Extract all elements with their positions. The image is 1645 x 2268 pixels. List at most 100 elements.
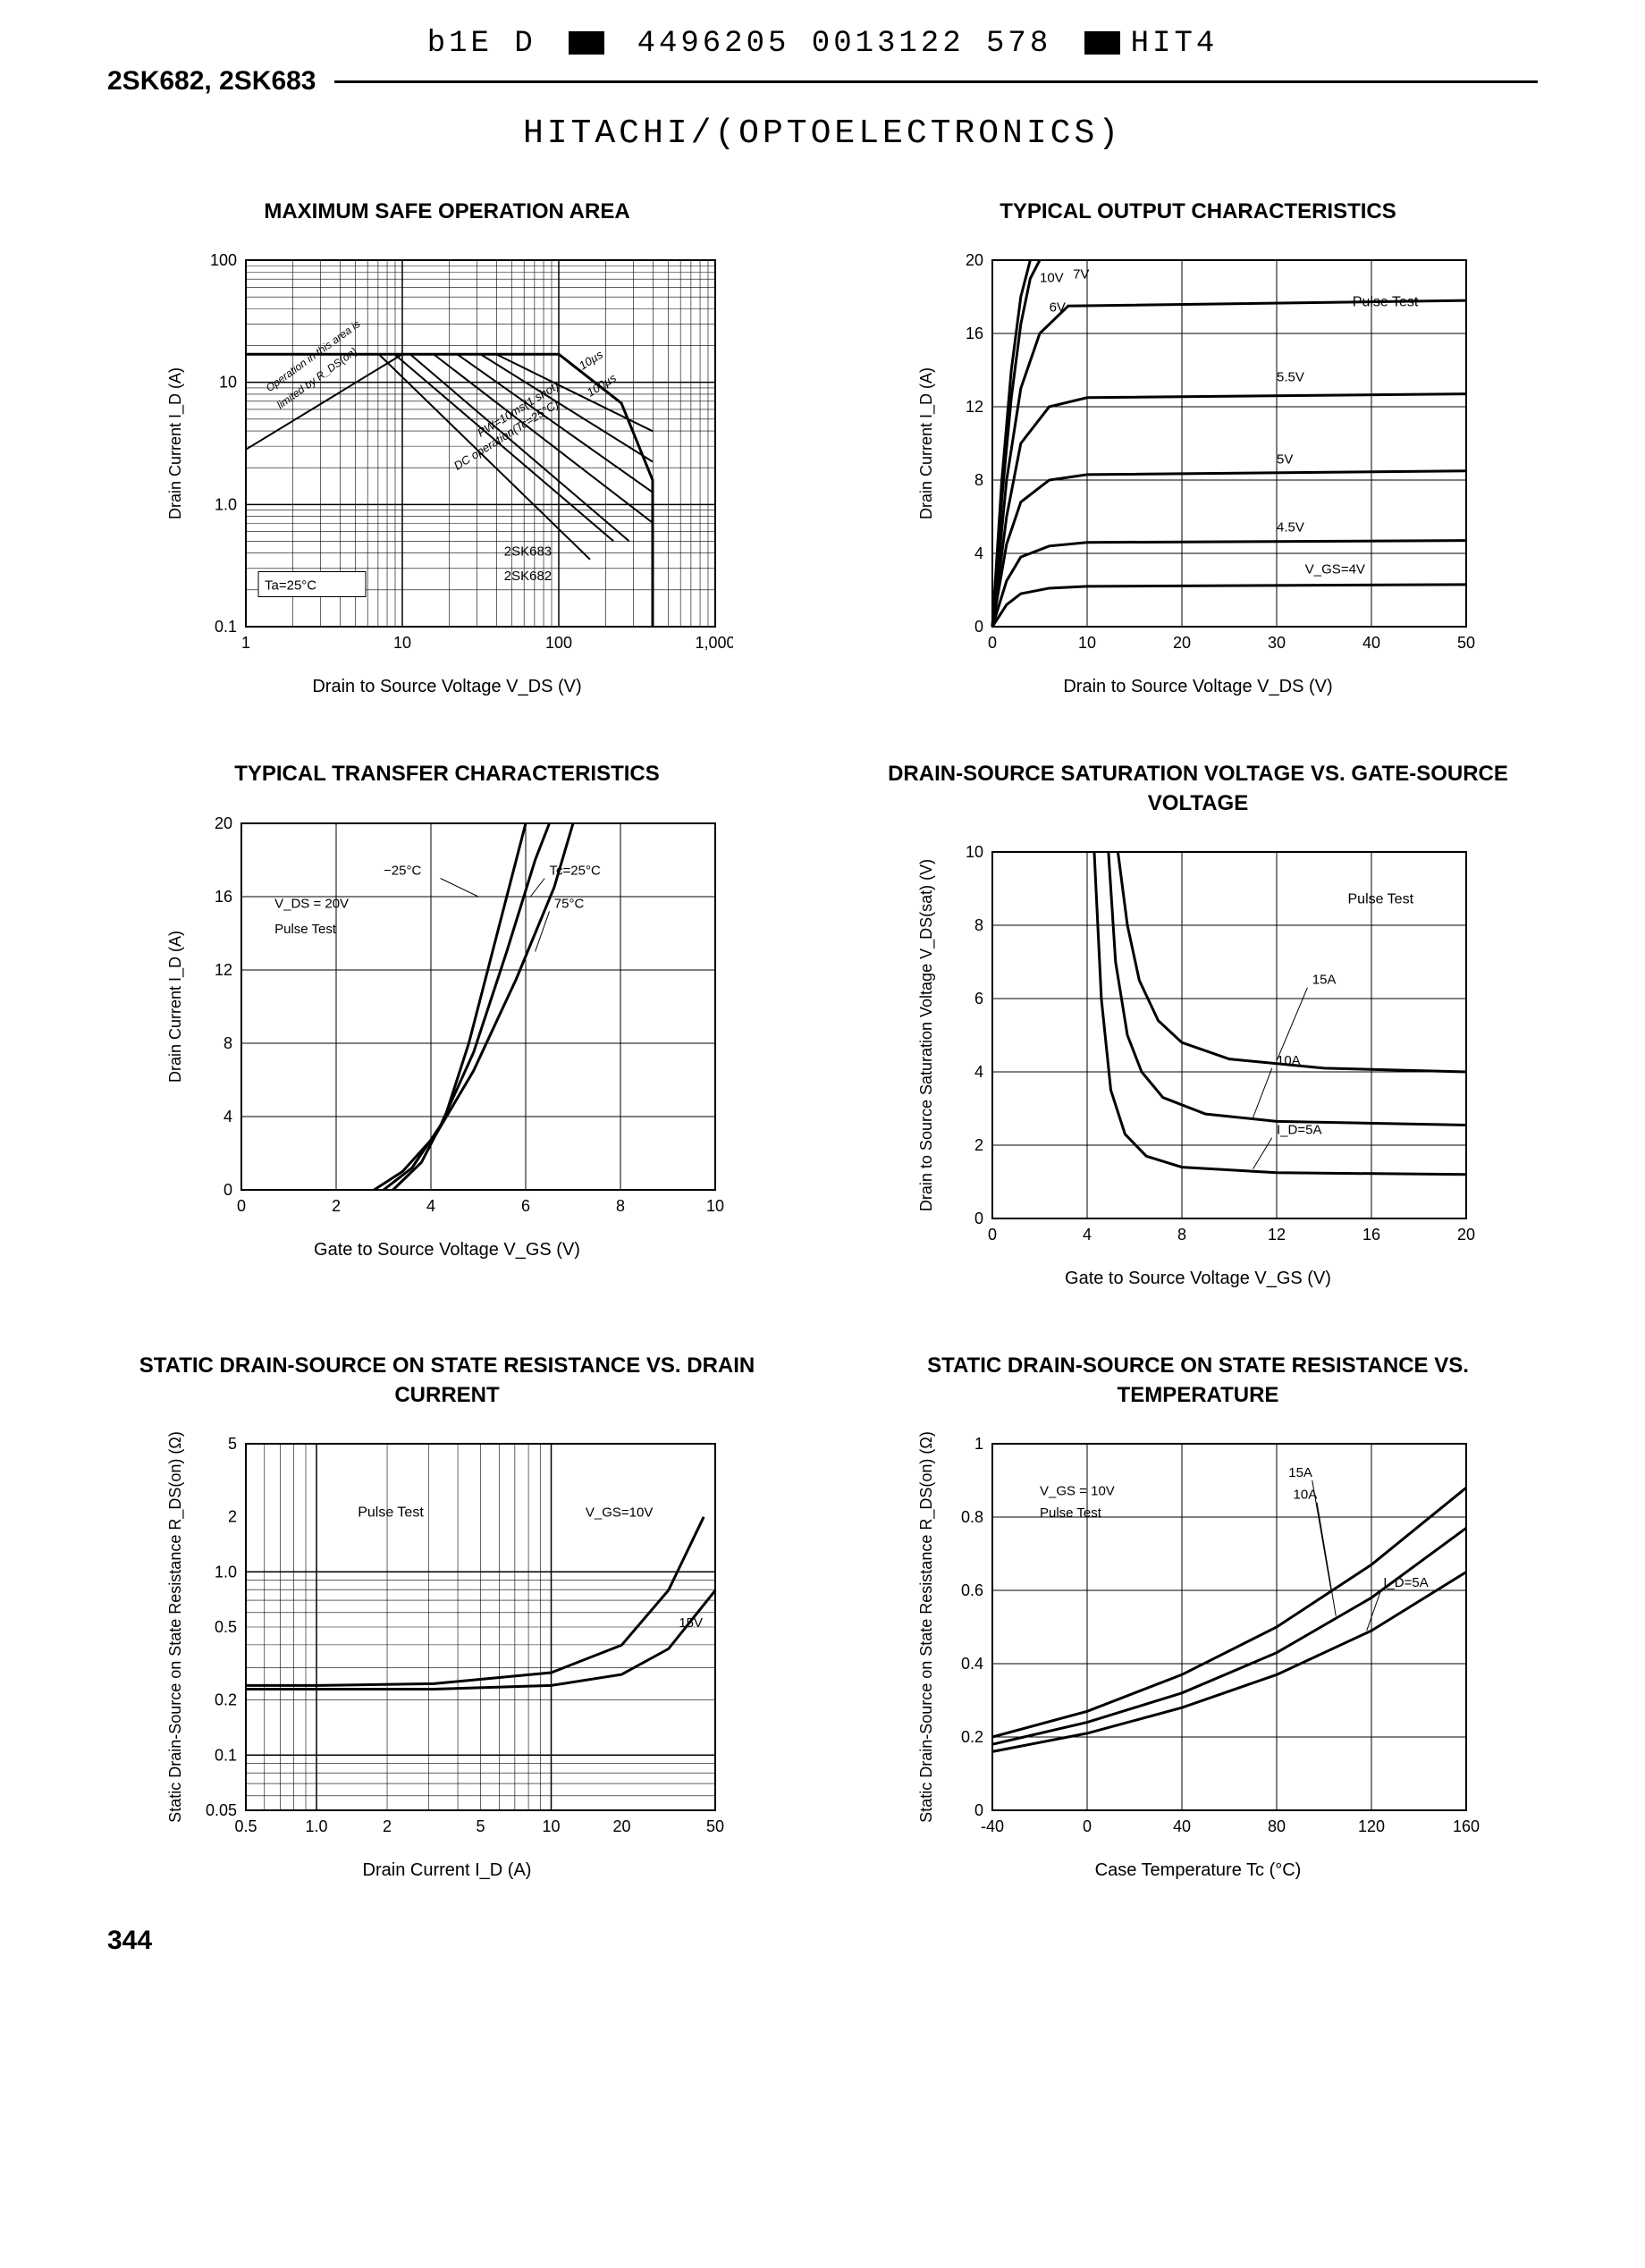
svg-text:5: 5 [228,1435,237,1453]
x-axis-label: Gate to Source Voltage V_GS (V) [314,1240,580,1260]
svg-text:0: 0 [1083,1817,1092,1835]
svg-text:20: 20 [1173,634,1191,652]
svg-text:1: 1 [974,1435,983,1453]
svg-text:80: 80 [1268,1817,1286,1835]
chart-soa: MAXIMUM SAFE OPERATION AREA 1101001,0000… [161,198,733,697]
svg-text:0.6: 0.6 [961,1581,983,1599]
svg-text:8: 8 [1177,1226,1186,1244]
chart-svg: 01020304050048121620Drain Current I_D (A… [912,242,1484,662]
svg-text:10: 10 [1078,634,1096,652]
chart-title: TYPICAL OUTPUT CHARACTERISTICS [1000,198,1396,226]
svg-text:0.5: 0.5 [234,1817,257,1835]
svg-text:0: 0 [974,618,983,636]
block-glyph [1084,31,1120,55]
chart-rds-id: STATIC DRAIN-SOURCE ON STATE RESISTANCE … [107,1352,787,1881]
svg-text:2: 2 [974,1136,983,1154]
svg-text:6: 6 [974,990,983,1008]
chart-svg: 0246810048121620Drain Current I_D (A)V_D… [161,805,733,1226]
svg-text:0: 0 [974,1210,983,1227]
chart-title: TYPICAL TRANSFER CHARACTERISTICS [234,760,660,788]
svg-text:Pulse Test: Pulse Test [1348,892,1414,907]
doc-code: b1E D 4496205 0013122 578 HIT4 [107,27,1538,61]
chart-transfer: TYPICAL TRANSFER CHARACTERISTICS 0246810… [161,760,733,1289]
svg-text:0: 0 [224,1181,232,1199]
x-axis-label: Drain to Source Voltage V_DS (V) [312,677,581,697]
svg-text:0.2: 0.2 [215,1691,237,1709]
svg-text:Pulse Test: Pulse Test [1040,1505,1102,1521]
svg-text:10: 10 [966,843,983,861]
svg-text:Drain Current I_D (A): Drain Current I_D (A) [166,931,185,1083]
svg-text:120: 120 [1358,1817,1385,1835]
svg-text:15A: 15A [1288,1465,1312,1480]
svg-text:1: 1 [241,634,250,652]
part-numbers: 2SK682, 2SK683 [107,66,316,97]
chart-svg: 0.51.0251020500.050.10.20.51.025Static D… [161,1426,733,1846]
svg-text:10: 10 [219,374,237,392]
svg-text:50: 50 [1457,634,1475,652]
svg-text:10: 10 [706,1197,724,1215]
svg-text:50: 50 [706,1817,724,1835]
svg-text:2: 2 [383,1817,392,1835]
svg-text:4.5V: 4.5V [1277,520,1304,535]
svg-text:1,000: 1,000 [695,634,733,652]
svg-text:2: 2 [332,1197,341,1215]
svg-text:I_D=5A: I_D=5A [1277,1123,1321,1138]
svg-text:16: 16 [1362,1226,1380,1244]
x-axis-label: Gate to Source Voltage V_GS (V) [1065,1269,1331,1289]
svg-text:1.0: 1.0 [215,1563,237,1581]
svg-text:10V: 10V [1040,271,1064,286]
svg-text:12: 12 [966,398,983,416]
svg-text:Pulse Test: Pulse Test [274,922,337,937]
code-right: HIT4 [1131,27,1219,61]
svg-text:8: 8 [974,471,983,489]
svg-text:V_GS=4V: V_GS=4V [1305,562,1365,578]
chart-svg: -400408012016000.20.40.60.81Static Drain… [912,1426,1484,1846]
svg-text:0.5: 0.5 [215,1618,237,1636]
svg-text:30: 30 [1268,634,1286,652]
x-axis-label: Drain Current I_D (A) [363,1860,532,1881]
svg-text:1.0: 1.0 [306,1817,328,1835]
svg-text:100µs: 100µs [585,371,620,400]
chart-output: TYPICAL OUTPUT CHARACTERISTICS 010203040… [912,198,1484,697]
svg-text:8: 8 [616,1197,625,1215]
svg-text:2SK682: 2SK682 [504,569,552,584]
svg-text:4: 4 [1083,1226,1092,1244]
svg-text:Pulse Test: Pulse Test [358,1505,424,1521]
svg-text:Drain to Source Saturation Vol: Drain to Source Saturation Voltage V_DS(… [917,859,936,1211]
svg-text:8: 8 [224,1034,232,1052]
svg-text:8: 8 [974,916,983,934]
svg-text:−25°C: −25°C [384,863,421,878]
datasheet-page: b1E D 4496205 0013122 578 HIT4 2SK682, 2… [0,0,1645,2010]
chart-title: STATIC DRAIN-SOURCE ON STATE RESISTANCE … [858,1352,1538,1410]
svg-text:2: 2 [228,1508,237,1526]
svg-text:10: 10 [543,1817,561,1835]
block-glyph [569,31,604,55]
svg-text:10A: 10A [1277,1053,1301,1068]
svg-text:5V: 5V [1277,452,1293,468]
svg-text:I_D=5A: I_D=5A [1383,1575,1428,1590]
svg-text:5: 5 [476,1817,485,1835]
svg-text:40: 40 [1173,1817,1191,1835]
manufacturer: HITACHI/(OPTOELECTRONICS) [107,114,1538,153]
svg-text:-40: -40 [981,1817,1004,1835]
svg-text:20: 20 [1457,1226,1475,1244]
chart-svg: 0481216200246810Drain to Source Saturati… [912,834,1484,1254]
svg-text:V_GS=10V: V_GS=10V [586,1505,653,1521]
svg-text:Ta=25°C: Ta=25°C [265,578,316,594]
svg-text:20: 20 [215,814,232,832]
svg-text:0.4: 0.4 [961,1655,983,1673]
svg-text:15V: 15V [679,1615,703,1631]
svg-text:20: 20 [613,1817,631,1835]
svg-text:6V: 6V [1050,300,1066,316]
svg-text:Static Drain-Source on State R: Static Drain-Source on State Resistance … [917,1431,936,1823]
svg-text:Static Drain-Source on State R: Static Drain-Source on State Resistance … [166,1431,185,1823]
svg-text:16: 16 [966,325,983,342]
svg-text:0.1: 0.1 [215,1746,237,1764]
svg-text:16: 16 [215,888,232,906]
svg-text:1.0: 1.0 [215,496,237,514]
svg-text:12: 12 [1268,1226,1286,1244]
svg-text:4: 4 [224,1108,232,1126]
rule-line [334,80,1539,83]
svg-text:Tc=25°C: Tc=25°C [550,863,601,878]
svg-text:160: 160 [1453,1817,1480,1835]
